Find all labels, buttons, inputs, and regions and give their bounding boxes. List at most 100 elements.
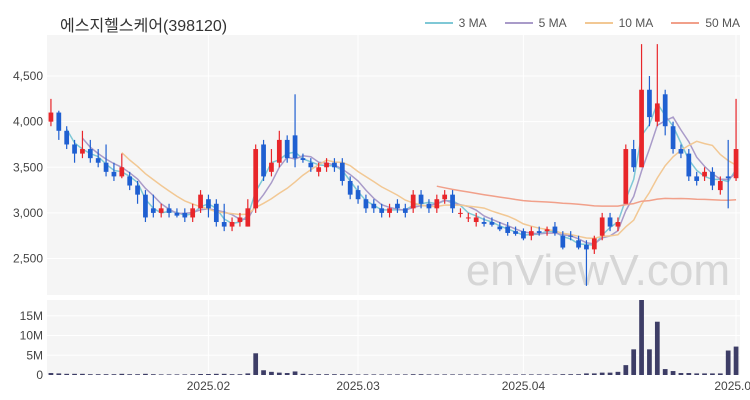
candle-body <box>631 149 637 168</box>
candle-body <box>158 208 164 213</box>
candle-body <box>300 158 306 160</box>
candle-body <box>103 162 109 172</box>
volume-bar <box>442 374 448 375</box>
volume-bar <box>725 350 731 375</box>
candle-body <box>670 126 676 150</box>
volume-bar <box>119 373 125 375</box>
volume-bar <box>347 374 353 375</box>
candle-body <box>174 212 180 216</box>
candle-body <box>694 176 700 181</box>
candle-body <box>395 203 400 209</box>
volume-bar <box>284 373 290 375</box>
candle-body <box>710 171 715 186</box>
volume-bar <box>615 371 621 375</box>
volume-bar <box>245 373 251 375</box>
candle-body <box>584 244 589 250</box>
volume-bar <box>458 374 463 375</box>
legend-item: 50 MA <box>671 16 740 30</box>
candle-body <box>576 240 581 248</box>
volume-bar <box>276 372 282 375</box>
volume-bar <box>584 373 589 375</box>
volume-bar <box>710 373 715 375</box>
volume-bar <box>686 373 692 375</box>
volume-bar <box>497 374 503 375</box>
volume-bar <box>221 373 227 375</box>
volume-bar <box>639 300 644 375</box>
candle-body <box>591 238 597 250</box>
chart-title: 에스지헬스케어(398120) <box>60 18 228 35</box>
price-tick-label: 4,000 <box>13 115 43 129</box>
candle-body <box>450 194 455 209</box>
x-tick-label: 2025.05 <box>714 379 750 393</box>
price-tick-label: 3,000 <box>13 206 43 220</box>
candle-body <box>465 217 471 219</box>
volume-bar <box>95 374 101 375</box>
volume-bar <box>426 374 432 375</box>
volume-bar <box>662 369 668 375</box>
candle-body <box>339 162 345 181</box>
volume-bar <box>316 374 322 375</box>
candle-body <box>560 235 566 248</box>
volume-bar <box>387 374 392 375</box>
legend-item: 3 MA <box>424 16 487 30</box>
candle-body <box>418 194 424 204</box>
volume-bar <box>150 374 156 375</box>
legend-label: 50 MA <box>705 16 740 30</box>
volume-bar <box>513 374 518 375</box>
volume-bar <box>623 365 629 375</box>
candle-body <box>552 226 558 233</box>
candle-body <box>402 208 408 213</box>
candle-body <box>190 208 196 218</box>
volume-bar <box>576 374 581 375</box>
candle-body <box>473 217 479 223</box>
candle-body <box>72 144 77 154</box>
price-tick-label: 3,500 <box>13 160 43 174</box>
volume-bar <box>450 374 455 375</box>
candle-body <box>292 135 298 159</box>
candle-body <box>607 217 613 227</box>
volume-bar <box>647 349 652 375</box>
candle-body <box>717 180 723 191</box>
watermark: enViewV.com <box>466 246 730 295</box>
volume-bar <box>213 373 219 375</box>
candle-body <box>379 208 385 213</box>
candle-body <box>308 162 314 168</box>
ma50-line <box>436 185 737 207</box>
candle-body <box>387 208 392 213</box>
candle-body <box>182 212 188 218</box>
volume-bar <box>473 374 479 375</box>
volume-bar <box>560 374 566 375</box>
candle-body <box>87 149 93 159</box>
legend-label: 3 MA <box>458 16 487 30</box>
candle-body <box>544 229 550 232</box>
candle-body <box>536 231 542 233</box>
volume-bar <box>80 373 85 375</box>
candle-body <box>654 103 660 122</box>
volume-bar <box>678 373 684 375</box>
candle-body <box>269 162 274 172</box>
candle-body <box>150 208 156 213</box>
volume-bar <box>591 373 597 375</box>
volume-bar <box>253 353 259 375</box>
candle-body <box>623 149 629 204</box>
candle-body <box>442 194 448 200</box>
volume-bar <box>434 374 440 375</box>
volume-bar <box>87 374 93 375</box>
volume-bar <box>528 374 534 375</box>
volume-bar <box>300 373 306 375</box>
volume-bar <box>166 374 172 375</box>
volume-bar <box>48 373 54 375</box>
candle-body <box>497 226 503 230</box>
volume-bar <box>694 373 700 375</box>
volume-bar <box>56 373 62 375</box>
volume-bar <box>489 374 495 375</box>
volume-bar <box>111 374 117 375</box>
volume-bar <box>418 374 424 375</box>
volume-bar <box>355 374 361 375</box>
x-tick-label: 2025.04 <box>502 379 546 393</box>
candle-body <box>332 162 337 168</box>
candle-body <box>324 162 329 168</box>
volume-bar <box>371 374 377 375</box>
candle-body <box>355 190 361 200</box>
